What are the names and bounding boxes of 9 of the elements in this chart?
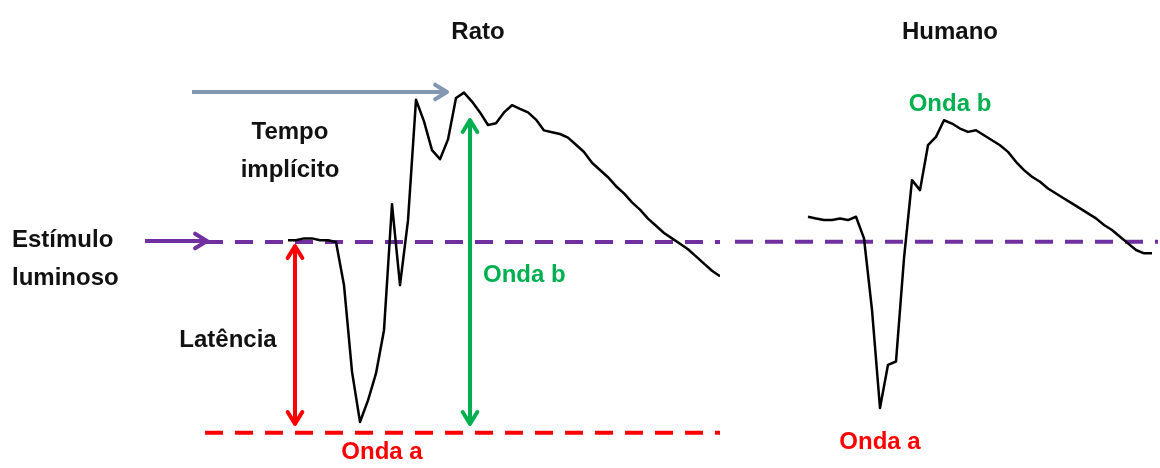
annotation: Tempo implícito — [239, 116, 341, 184]
text: Estímulo luminoso — [12, 224, 120, 292]
chart-title: Humano — [902, 16, 998, 46]
chart-title: Rato — [451, 16, 505, 46]
text: Latência — [179, 324, 277, 354]
text: Onda b — [908, 88, 992, 118]
text: Onda a — [839, 426, 921, 456]
text: Onda a — [341, 436, 423, 466]
annotation: Onda b — [483, 259, 566, 289]
